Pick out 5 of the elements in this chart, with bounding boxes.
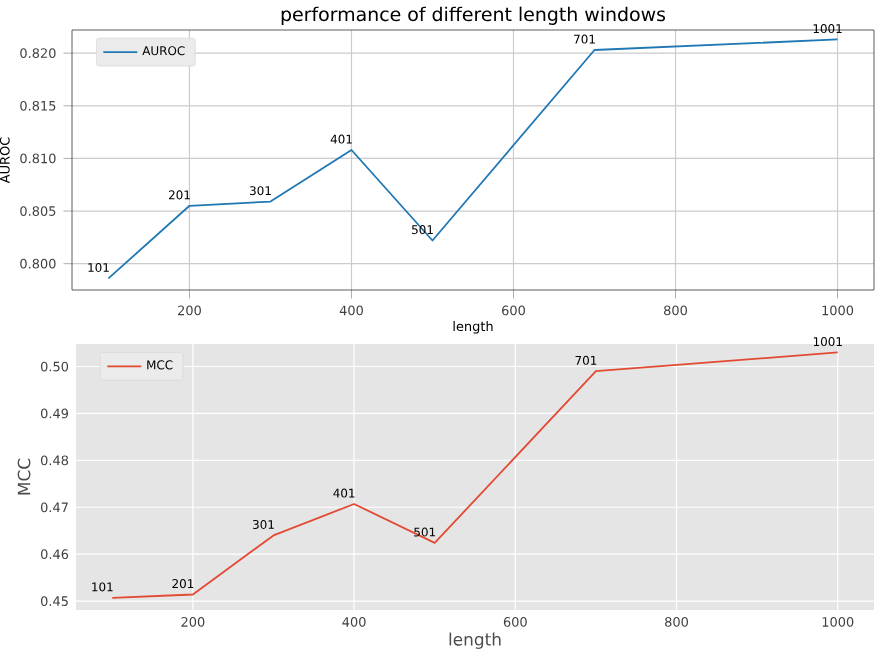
y-axis-title: MCC <box>17 458 31 495</box>
line-series <box>107 38 839 280</box>
line-series <box>111 351 839 599</box>
x-axis-title: length <box>449 632 501 649</box>
chart-title: performance of different length windows <box>281 6 666 25</box>
